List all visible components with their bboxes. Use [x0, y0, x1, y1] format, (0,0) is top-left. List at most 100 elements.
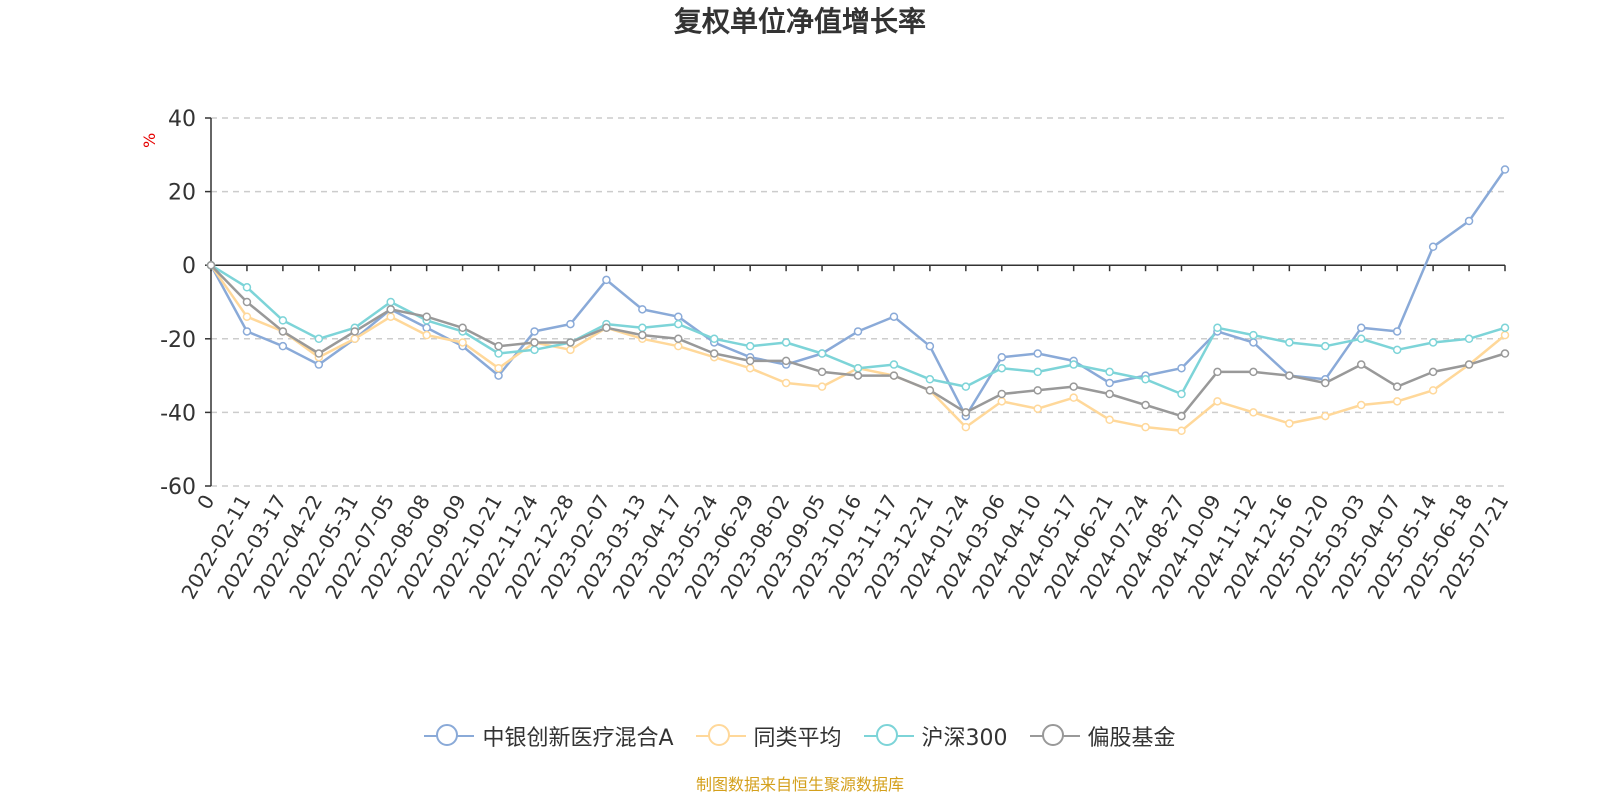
data-point [1464, 216, 1474, 226]
data-point [1141, 400, 1150, 410]
data-point [1500, 349, 1510, 358]
data-point [602, 323, 611, 333]
data-point [386, 305, 395, 314]
data-point [314, 360, 324, 369]
data-point [494, 371, 503, 380]
data-point [530, 338, 539, 347]
data-point [709, 334, 719, 344]
data-source-note: 制图数据来自恒生聚源数据库 [695, 775, 904, 794]
data-point [997, 397, 1007, 406]
data-point [997, 352, 1007, 362]
data-point [745, 341, 755, 351]
data-point [817, 382, 827, 391]
legend-label: 偏股基金 [1087, 726, 1176, 751]
data-point [1428, 367, 1438, 377]
data-point [1285, 338, 1294, 347]
data-point [997, 389, 1007, 399]
data-point [566, 319, 575, 329]
data-point [674, 341, 683, 351]
data-point [242, 312, 252, 321]
data-point [206, 260, 216, 270]
data-point [566, 345, 575, 355]
data-point [1141, 422, 1150, 432]
data-point [1321, 411, 1330, 421]
data-point [853, 363, 863, 373]
data-point [494, 363, 503, 373]
y-axis: 40 20 0 -20 -40 -60 [160, 107, 212, 500]
data-point [745, 356, 755, 366]
data-point [1500, 323, 1510, 333]
data-point [1213, 323, 1222, 333]
data-point [530, 327, 539, 336]
data-point [1105, 415, 1114, 425]
data-point [1249, 330, 1258, 340]
data-point [458, 323, 467, 333]
data-point [314, 334, 324, 344]
x-axis: 02022-02-112022-03-172022-04-222022-05-3… [176, 264, 1513, 603]
legend-fund-marker-icon [424, 722, 475, 750]
y-tick-label: -40 [160, 401, 196, 426]
y-tick-label: 20 [168, 181, 196, 206]
data-point [1213, 367, 1222, 377]
data-point [278, 327, 288, 336]
data-point [278, 316, 288, 325]
data-point [1033, 349, 1042, 358]
data-point [422, 330, 431, 340]
data-point [566, 338, 575, 347]
x-tick-label: 0 [192, 491, 219, 514]
data-point [674, 312, 683, 321]
data-point [1069, 393, 1078, 402]
legend-equity-marker-icon [1029, 722, 1080, 750]
data-point [961, 408, 971, 417]
data-point [925, 375, 935, 384]
data-point [1177, 411, 1186, 421]
data-point [242, 327, 252, 336]
data-point [781, 378, 791, 388]
data-point [1105, 367, 1114, 377]
data-point [889, 371, 899, 380]
legend-label: 沪深300 [921, 726, 1008, 751]
data-point [1177, 363, 1186, 373]
data-point [1356, 334, 1366, 344]
data-point [1177, 389, 1186, 399]
legend-item-csi300[interactable]: 沪深300 [863, 720, 1008, 752]
data-point [1105, 378, 1114, 388]
data-point [817, 367, 827, 377]
legend-label: 中银创新医疗混合A [482, 726, 674, 751]
chart-title: 复权单位净值增长率 [673, 5, 926, 38]
data-point [781, 356, 791, 366]
data-point [1464, 360, 1474, 369]
data-point [961, 422, 971, 432]
legend-item-peer-average[interactable]: 同类平均 [695, 720, 842, 752]
data-point [1428, 386, 1438, 395]
data-point [1285, 419, 1294, 428]
gridlines [211, 117, 1505, 487]
data-point [1033, 404, 1042, 413]
data-point [925, 386, 935, 395]
legend-item-equity-fund[interactable]: 偏股基金 [1029, 720, 1176, 752]
data-point [386, 312, 395, 321]
data-point [1285, 371, 1294, 380]
data-point [1392, 397, 1402, 406]
data-point [350, 334, 360, 344]
legend-item-fund[interactable]: 中银创新医疗混合A [424, 720, 674, 752]
data-point [889, 312, 899, 321]
data-point [1033, 386, 1042, 395]
data-point [386, 297, 395, 307]
data-point [1249, 408, 1258, 417]
data-point [1321, 378, 1330, 388]
y-tick-label: 0 [182, 254, 196, 279]
data-point [1392, 327, 1402, 336]
data-point [1428, 338, 1438, 347]
data-point [889, 360, 899, 369]
data-point [602, 275, 611, 285]
data-point [1141, 375, 1150, 384]
data-point [1428, 242, 1438, 252]
data-point [242, 283, 252, 292]
data-point [1321, 341, 1330, 351]
data-point [1177, 426, 1186, 436]
series-line-3 [210, 264, 1506, 418]
data-point [817, 349, 827, 358]
data-point [638, 330, 647, 340]
